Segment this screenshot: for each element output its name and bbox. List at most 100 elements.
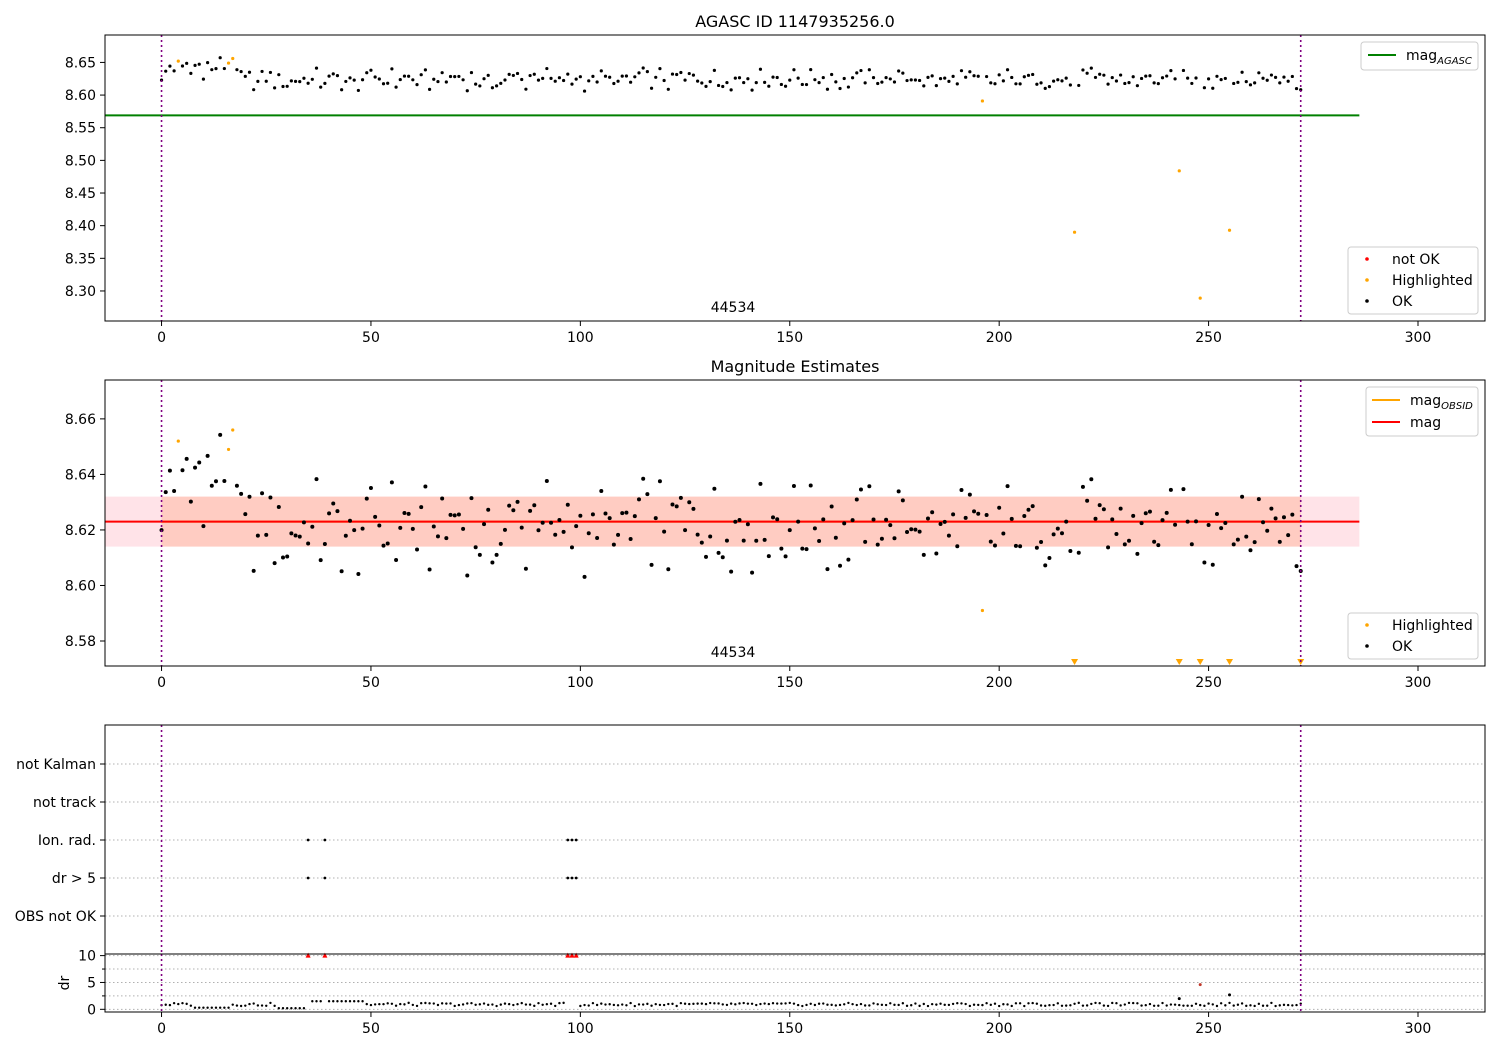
ok-point [1189, 542, 1194, 547]
ok-point [587, 79, 591, 83]
dr-point [750, 1002, 754, 1005]
dr-point [399, 1002, 402, 1006]
dr-point [629, 1001, 632, 1005]
dr-clipped-marker [565, 952, 571, 958]
ok-point [301, 520, 306, 525]
ok-point [465, 89, 469, 93]
dr-point [805, 1003, 808, 1007]
ok-point [469, 70, 474, 75]
agasc-axes-frame [104, 34, 1486, 322]
estimates-xtick-label: 300 [1405, 675, 1432, 691]
flag-point [323, 876, 327, 880]
dr-point [1240, 1002, 1244, 1005]
ok-point [611, 542, 616, 547]
ok-point [310, 524, 315, 529]
ok-point [318, 558, 323, 563]
ok-point [407, 74, 411, 78]
dr-point [239, 1004, 243, 1008]
dr-point [516, 1003, 519, 1006]
ok-point [520, 77, 524, 82]
ok-point [365, 71, 369, 75]
ok-point [1056, 78, 1060, 82]
ok-point [255, 533, 260, 538]
ok-point [812, 526, 817, 531]
ok-point [992, 543, 997, 548]
ok-point [377, 77, 381, 81]
ok-point [1294, 564, 1299, 569]
ok-point [344, 79, 348, 84]
agasc-ytick-label: 8.45 [65, 186, 96, 202]
dr-point [507, 1002, 511, 1006]
ok-point [662, 529, 667, 534]
dr-point [1228, 1001, 1231, 1005]
dr-point [1052, 1003, 1055, 1007]
ok-point [473, 545, 478, 550]
ok-point [670, 502, 675, 507]
dr-point [202, 1006, 205, 1009]
ok-point [243, 74, 247, 78]
dr-point [646, 1002, 649, 1006]
ok-point [675, 72, 679, 77]
ok-point [657, 479, 662, 484]
ok-point [804, 547, 809, 552]
ok-point [607, 516, 612, 521]
dr-point [252, 1002, 255, 1005]
ok-point [645, 492, 650, 497]
dr-point [859, 1002, 863, 1006]
dr-point [1002, 1003, 1005, 1006]
ok-point [788, 78, 792, 82]
dr-point [1094, 1001, 1097, 1005]
ok-point [800, 546, 805, 551]
ok-point [943, 76, 947, 80]
highlighted-point [1198, 296, 1202, 300]
ok-point [879, 536, 884, 541]
dr-point [843, 1003, 846, 1006]
ok-point [620, 511, 625, 516]
dr-point [625, 1004, 628, 1007]
ok-point [1135, 84, 1139, 88]
dr-point [1056, 1002, 1060, 1005]
ok-point [1068, 549, 1073, 554]
dr-point [1161, 1001, 1164, 1005]
ok-point [289, 531, 294, 536]
ok-point [189, 71, 193, 75]
dr-ytick-label: 5 [87, 975, 96, 991]
ok-point [444, 80, 448, 84]
ok-point [900, 498, 905, 503]
dr-point [1127, 1001, 1131, 1005]
dr-point [708, 1001, 712, 1005]
ok-point [1294, 86, 1299, 91]
dr-point [319, 1000, 322, 1003]
ok-point [494, 84, 499, 88]
dr-point [981, 1003, 984, 1007]
ok-point [884, 76, 888, 80]
ok-point [804, 82, 809, 87]
ok-point [1152, 539, 1157, 544]
ok-point [1085, 71, 1089, 75]
ok-point [930, 74, 934, 78]
ok-point [603, 511, 608, 516]
ok-point [787, 528, 792, 533]
ok-point [557, 76, 562, 80]
ok-point [1080, 484, 1085, 489]
ok-point [448, 74, 453, 79]
ok-point [1202, 560, 1207, 565]
ok-point [549, 76, 553, 80]
dr-point [244, 1004, 247, 1007]
highlighted-point [231, 56, 235, 61]
flag-point [306, 876, 310, 880]
ok-point [499, 81, 503, 85]
ok-point [381, 543, 386, 548]
agasc-ytick-label: 8.30 [65, 284, 96, 300]
dr-point [939, 1002, 942, 1005]
dr-point [227, 1006, 230, 1009]
ok-point [729, 88, 733, 92]
dr-point [926, 1004, 930, 1008]
ok-point [1093, 516, 1098, 521]
ok-point [1005, 68, 1010, 72]
ok-point [745, 522, 750, 527]
dr-point [1006, 1003, 1009, 1006]
ok-point [197, 62, 201, 66]
ok-point [863, 539, 868, 544]
